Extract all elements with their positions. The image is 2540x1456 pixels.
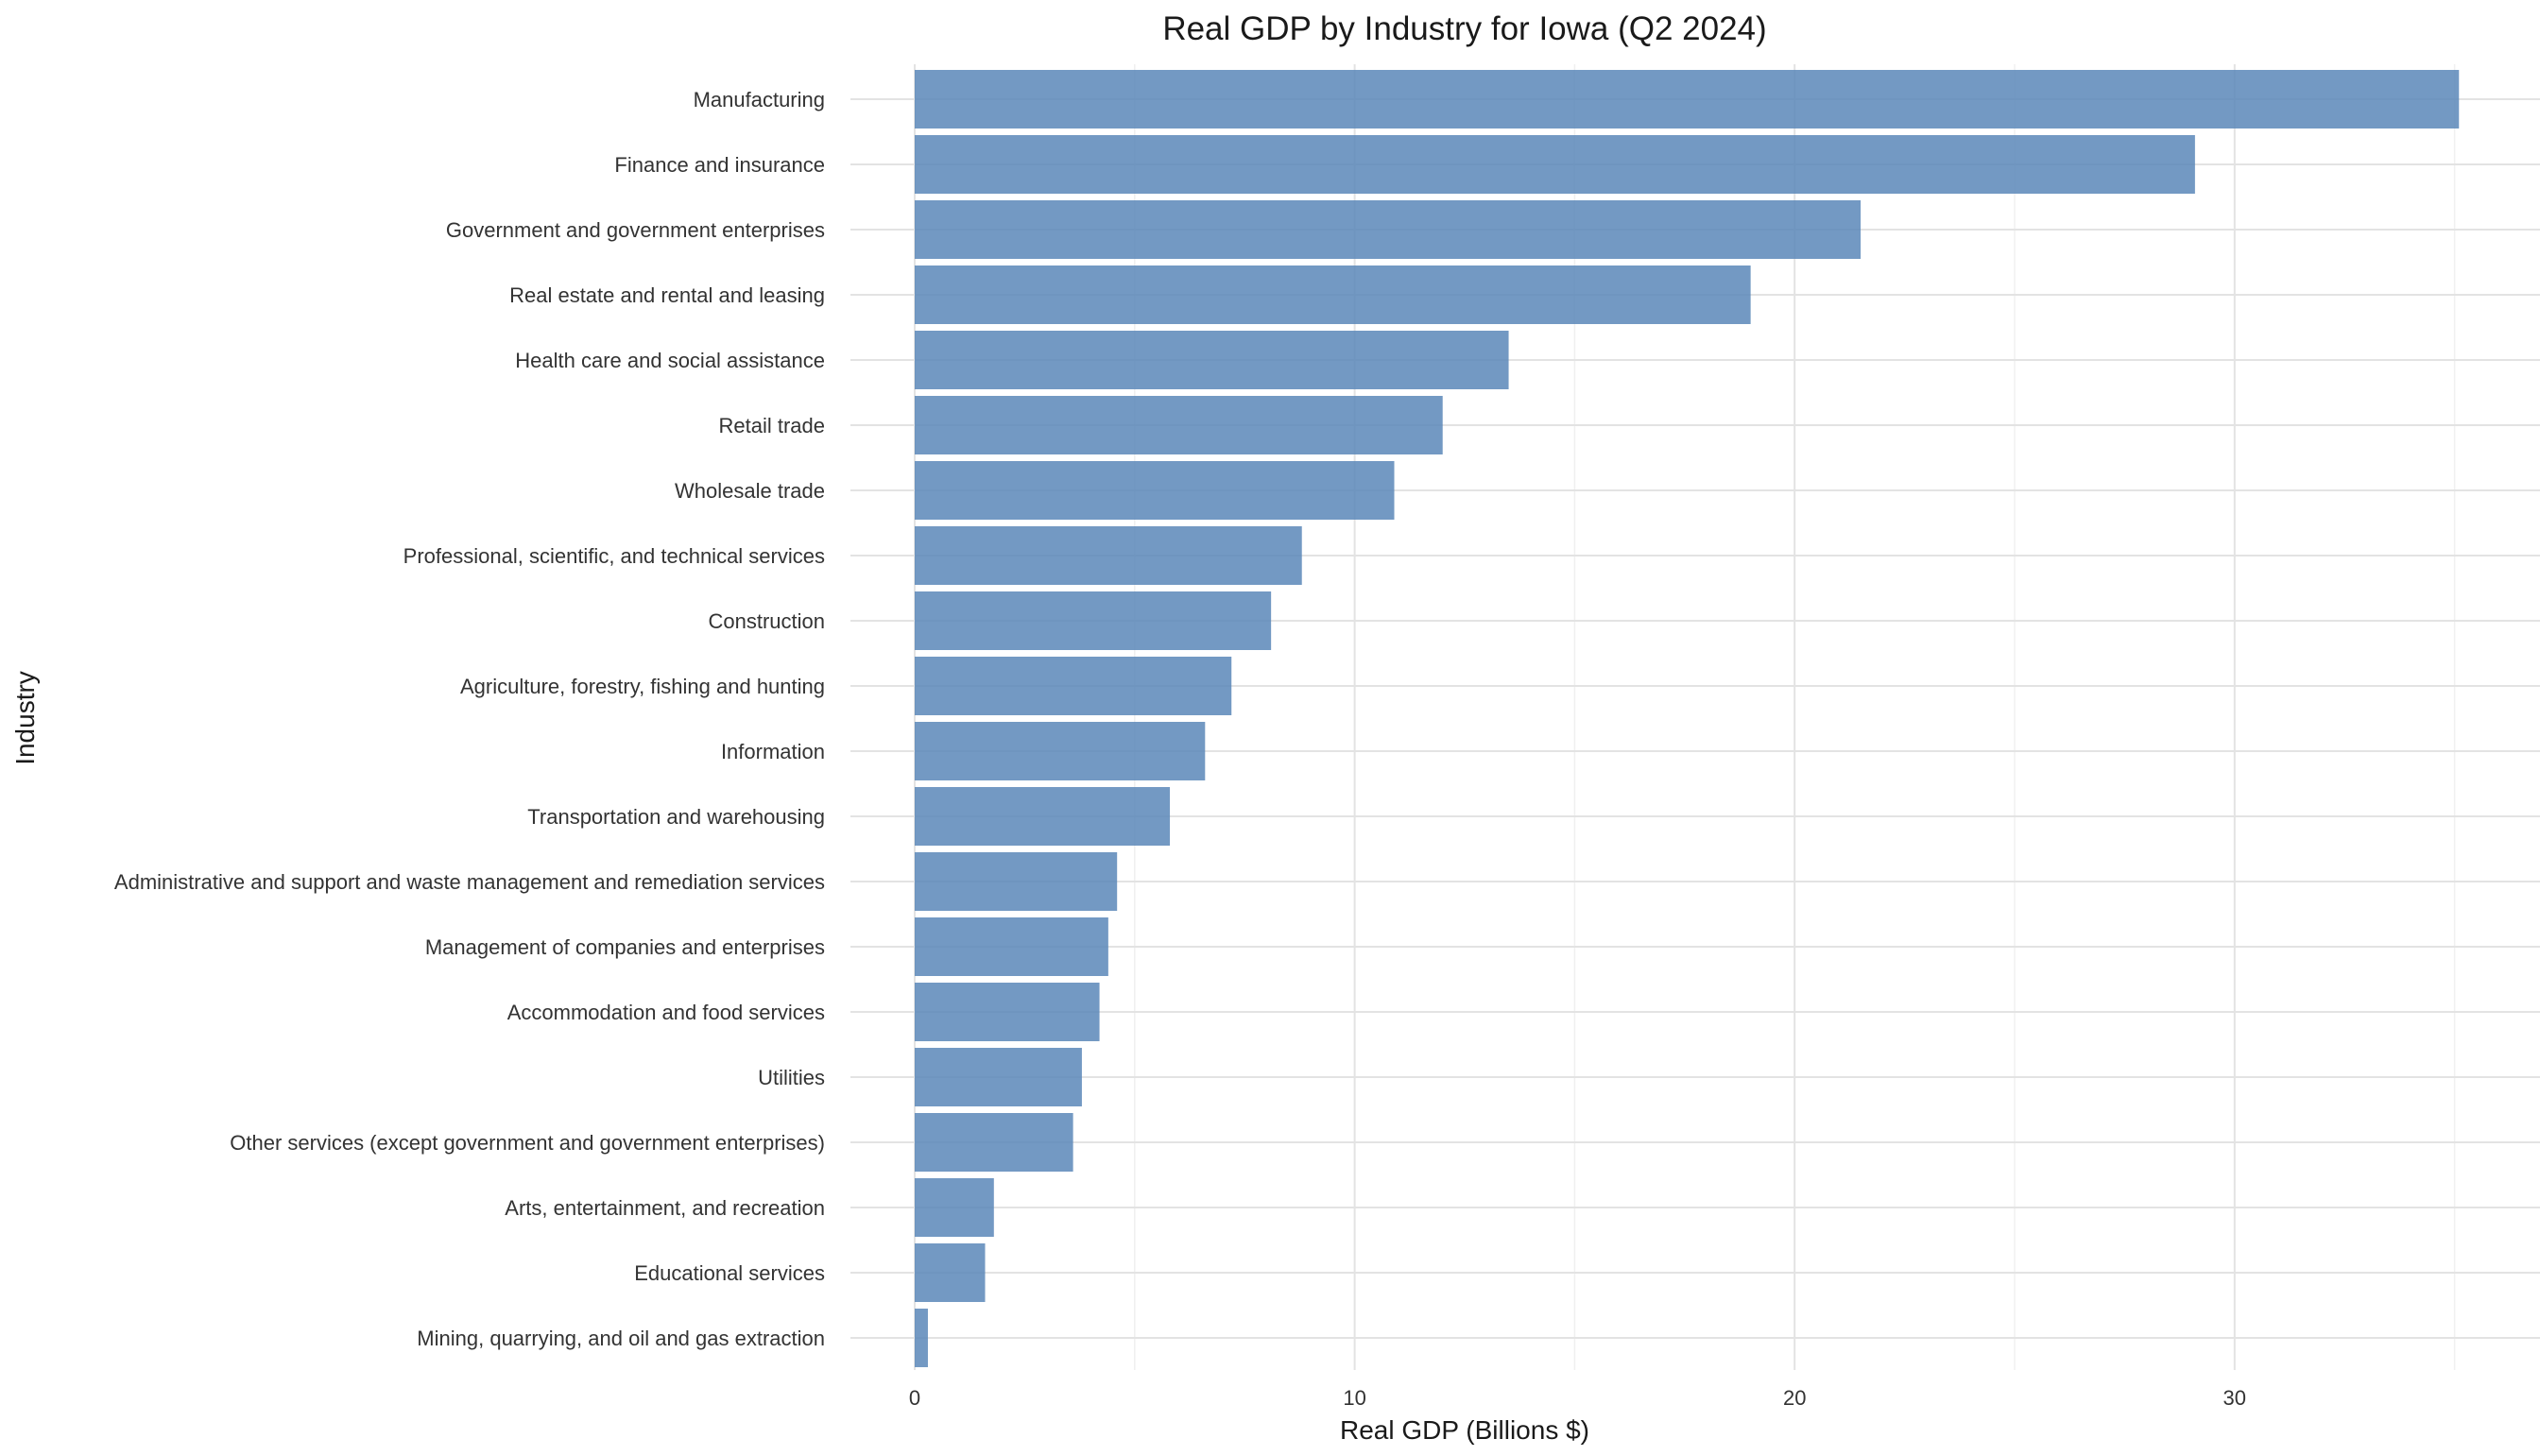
- category-label: Professional, scientific, and technical …: [403, 544, 825, 568]
- bar: [915, 200, 1862, 259]
- category-label: Wholesale trade: [675, 479, 825, 503]
- bar: [915, 526, 1302, 585]
- category-label: Finance and insurance: [614, 153, 825, 177]
- y-axis-title: Industry: [10, 671, 40, 765]
- bar: [915, 722, 1206, 780]
- chart-title: Real GDP by Industry for Iowa (Q2 2024): [1162, 10, 1766, 47]
- bar: [915, 657, 1232, 715]
- category-label: Government and government enterprises: [446, 218, 825, 242]
- grid-lines: [850, 64, 2540, 1370]
- category-label: Management of companies and enterprises: [425, 935, 825, 959]
- category-label: Mining, quarrying, and oil and gas extra…: [417, 1327, 825, 1350]
- x-tick-label: 30: [2223, 1386, 2246, 1410]
- category-label: Administrative and support and waste man…: [114, 870, 825, 894]
- x-tick-label: 20: [1783, 1386, 1806, 1410]
- category-label: Construction: [708, 609, 825, 633]
- bar: [915, 266, 1751, 324]
- bar: [915, 1113, 1073, 1172]
- x-tick-label: 0: [909, 1386, 920, 1410]
- category-label: Information: [721, 740, 825, 763]
- bar: [915, 1178, 994, 1237]
- bars: [915, 70, 2460, 1367]
- bar: [915, 461, 1395, 520]
- x-tick-labels: 0 10 20 30: [909, 1386, 2246, 1410]
- bar: [915, 396, 1443, 454]
- category-label: Health care and social assistance: [515, 349, 825, 372]
- category-label: Agriculture, forestry, fishing and hunti…: [460, 675, 825, 698]
- category-label: Utilities: [758, 1066, 825, 1089]
- category-label: Transportation and warehousing: [527, 805, 825, 829]
- bar: [915, 983, 1100, 1041]
- x-tick-label: 10: [1343, 1386, 1365, 1410]
- bar: [915, 787, 1171, 846]
- category-label: Other services (except government and go…: [230, 1131, 825, 1155]
- category-label: Real estate and rental and leasing: [509, 283, 825, 307]
- bar: [915, 591, 1272, 650]
- category-label: Educational services: [634, 1261, 825, 1285]
- category-labels: Manufacturing Finance and insurance Govern…: [114, 88, 825, 1350]
- category-label: Accommodation and food services: [507, 1001, 825, 1024]
- bar: [915, 1243, 986, 1302]
- category-label: Arts, entertainment, and recreation: [505, 1196, 825, 1220]
- bar: [915, 135, 2195, 194]
- x-axis-title: Real GDP (Billions $): [1340, 1415, 1589, 1445]
- bar: [915, 1309, 928, 1367]
- bar: [915, 852, 1118, 911]
- bar: [915, 1048, 1082, 1106]
- bar: [915, 917, 1108, 976]
- category-label: Manufacturing: [694, 88, 825, 111]
- bar: [915, 70, 2460, 128]
- category-label: Retail trade: [718, 414, 825, 437]
- bar: [915, 331, 1509, 389]
